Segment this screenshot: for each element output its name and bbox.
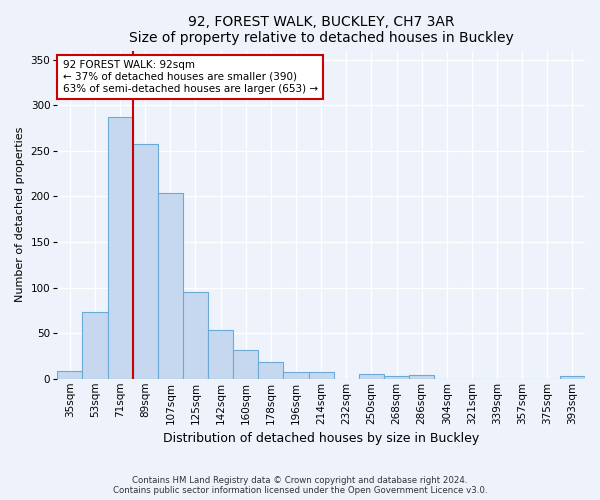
- Bar: [233, 350, 258, 379]
- Bar: [107, 117, 133, 379]
- Bar: [258, 362, 283, 379]
- X-axis label: Distribution of detached houses by size in Buckley: Distribution of detached houses by size …: [163, 432, 479, 445]
- Bar: [359, 374, 384, 379]
- Title: 92, FOREST WALK, BUCKLEY, CH7 3AR
Size of property relative to detached houses i: 92, FOREST WALK, BUCKLEY, CH7 3AR Size o…: [129, 15, 514, 45]
- Bar: [183, 292, 208, 379]
- Text: Contains HM Land Registry data © Crown copyright and database right 2024.
Contai: Contains HM Land Registry data © Crown c…: [113, 476, 487, 495]
- Bar: [384, 376, 409, 379]
- Bar: [208, 330, 233, 379]
- Bar: [82, 312, 107, 379]
- Bar: [158, 193, 183, 379]
- Text: 92 FOREST WALK: 92sqm
← 37% of detached houses are smaller (390)
63% of semi-det: 92 FOREST WALK: 92sqm ← 37% of detached …: [62, 60, 317, 94]
- Y-axis label: Number of detached properties: Number of detached properties: [15, 127, 25, 302]
- Bar: [560, 376, 585, 379]
- Bar: [57, 372, 82, 379]
- Bar: [409, 375, 434, 379]
- Bar: [133, 144, 158, 379]
- Bar: [283, 372, 308, 379]
- Bar: [308, 372, 334, 379]
